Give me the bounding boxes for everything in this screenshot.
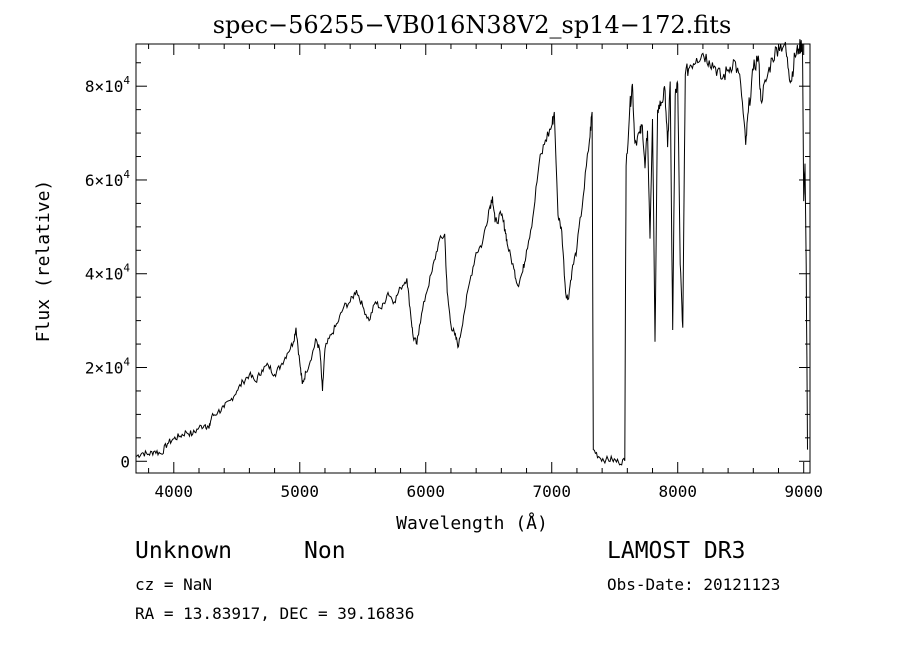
y-tick-label: 6×104 [85,168,131,190]
plot-frame [135,43,811,474]
object-class: Unknown [135,538,232,564]
x-axis-label: Wavelength (Å) [396,512,548,534]
x-tick-label: 4000 [155,482,194,501]
x-tick-label: 7000 [532,482,571,501]
y-tick-label: 2×104 [85,356,131,378]
obs-date: Obs-Date: 20121123 [607,575,781,594]
y-axis-label: Flux (relative) [33,180,54,343]
x-tick-label: 9000 [784,482,823,501]
x-tick-label: 6000 [406,482,445,501]
x-axis-ticks: 4000 5000 6000 7000 8000 9000 [148,44,823,501]
series-layer [135,39,808,466]
survey-label: LAMOST DR3 [607,538,746,564]
y-tick-label: 4×104 [85,262,131,284]
y-axis-ticks: 0 2×104 4×104 6×104 8×104 [85,62,810,471]
object-subclass: Non [304,538,346,564]
spectrum-line [135,39,808,466]
coordinates: RA = 13.83917, DEC = 39.16836 [135,604,415,623]
redshift-value: cz = NaN [135,575,213,594]
y-tick-label: 0 [120,452,130,471]
y-tick-label: 8×104 [85,74,131,96]
chart-title: spec−56255−VB016N38V2_sp14−172.fits [213,11,732,39]
x-tick-label: 5000 [281,482,320,501]
x-tick-label: 8000 [658,482,697,501]
